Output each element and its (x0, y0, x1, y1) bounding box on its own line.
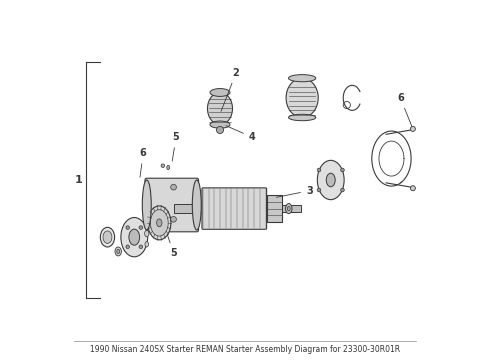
Circle shape (139, 226, 143, 229)
Text: 2: 2 (221, 68, 240, 111)
Circle shape (217, 126, 223, 134)
Ellipse shape (145, 242, 148, 247)
Text: 4: 4 (226, 126, 255, 142)
Text: 5: 5 (167, 234, 177, 258)
Ellipse shape (167, 165, 170, 170)
Circle shape (317, 188, 321, 192)
Ellipse shape (100, 227, 115, 247)
Circle shape (171, 216, 176, 222)
Ellipse shape (289, 114, 316, 121)
Ellipse shape (287, 206, 290, 211)
Circle shape (139, 245, 143, 248)
Ellipse shape (145, 230, 149, 237)
Ellipse shape (157, 219, 162, 227)
Ellipse shape (286, 203, 292, 213)
Ellipse shape (326, 173, 335, 187)
Circle shape (411, 186, 416, 191)
Text: 5: 5 (172, 132, 179, 161)
Bar (174, 204, 203, 213)
Circle shape (341, 188, 344, 192)
Ellipse shape (147, 206, 171, 240)
Ellipse shape (207, 93, 232, 125)
Bar (282, 205, 301, 212)
Ellipse shape (103, 231, 112, 243)
Ellipse shape (121, 217, 147, 257)
Ellipse shape (210, 89, 230, 96)
Ellipse shape (286, 78, 318, 117)
Circle shape (341, 168, 344, 172)
Text: 6: 6 (140, 148, 147, 177)
Ellipse shape (318, 160, 344, 200)
Ellipse shape (115, 247, 122, 256)
Ellipse shape (117, 249, 120, 253)
Text: 3: 3 (276, 186, 313, 197)
Circle shape (317, 168, 321, 172)
Ellipse shape (150, 210, 168, 236)
Text: 1: 1 (74, 175, 82, 185)
FancyBboxPatch shape (202, 188, 267, 229)
Ellipse shape (142, 180, 151, 230)
Bar (268, 195, 282, 222)
FancyBboxPatch shape (145, 178, 198, 232)
Text: 1990 Nissan 240SX Starter REMAN Starter Assembly Diagram for 23300-30R01R: 1990 Nissan 240SX Starter REMAN Starter … (90, 345, 400, 354)
Ellipse shape (129, 229, 140, 245)
Circle shape (126, 226, 129, 229)
Circle shape (171, 184, 176, 190)
Ellipse shape (210, 121, 230, 128)
Circle shape (411, 126, 416, 131)
Circle shape (126, 245, 129, 248)
Ellipse shape (192, 180, 201, 230)
Ellipse shape (289, 75, 316, 82)
Circle shape (161, 164, 165, 167)
Text: 6: 6 (397, 93, 412, 126)
